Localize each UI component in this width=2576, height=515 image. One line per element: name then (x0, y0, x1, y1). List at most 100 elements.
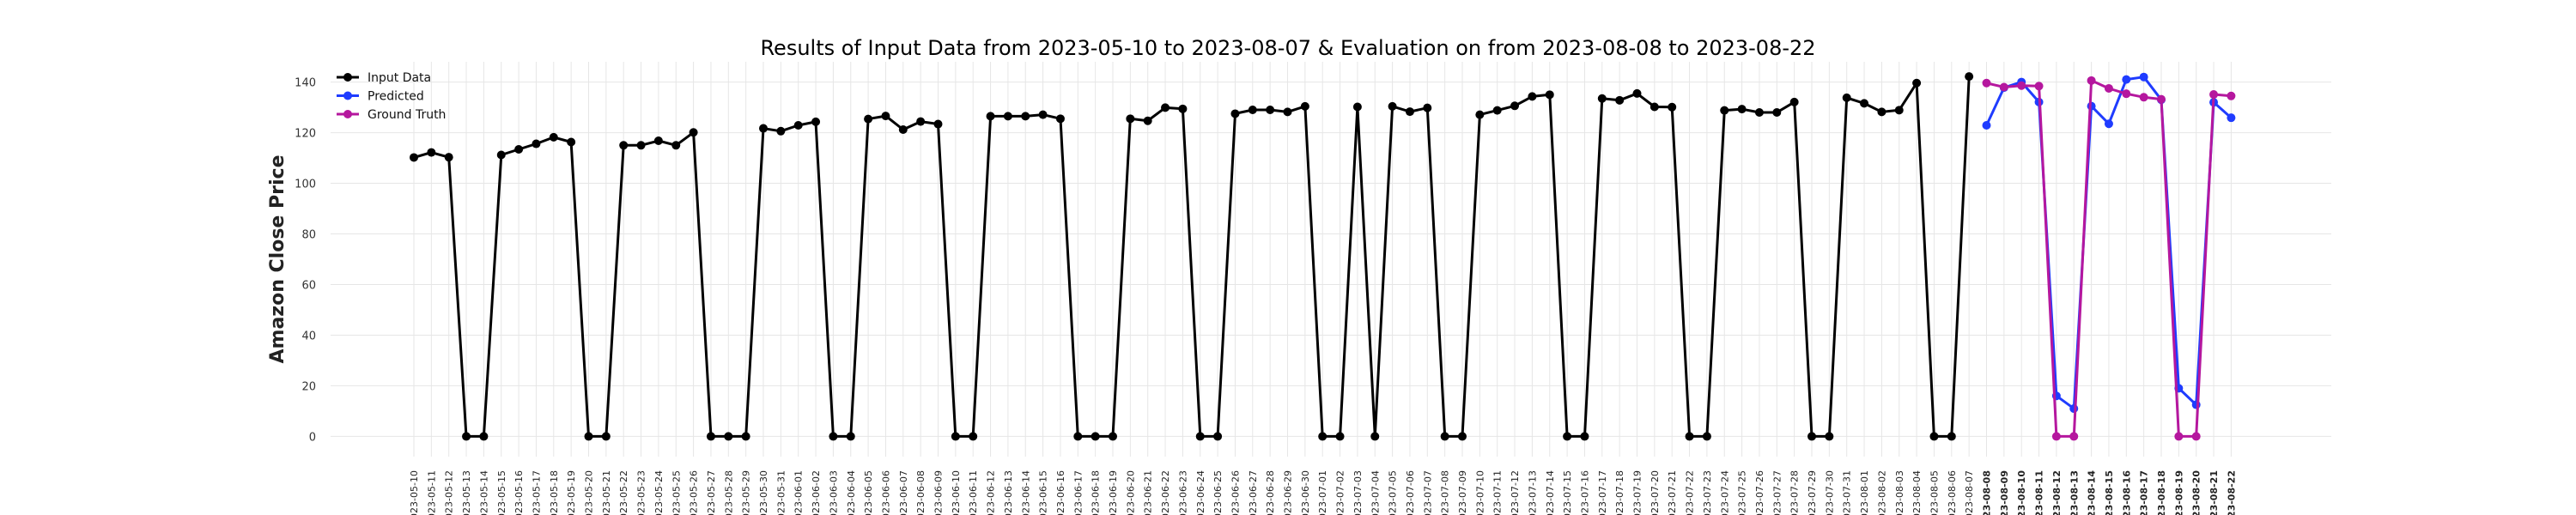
x-tick-label: 2023-06-06 (880, 470, 891, 515)
data-point (1999, 82, 2008, 92)
x-tick-label: 2023-06-01 (793, 470, 805, 515)
data-point (1073, 432, 1083, 441)
x-tick-label: 2023-07-26 (1754, 470, 1765, 515)
data-point (829, 432, 838, 441)
y-tick-label: 0 (309, 431, 316, 444)
x-tick-label: 2023-05-31 (775, 470, 787, 515)
data-point (1266, 106, 1275, 115)
x-tick-label: 2023-07-04 (1370, 470, 1381, 515)
data-point (1894, 106, 1904, 115)
x-tick-label: 2023-06-24 (1195, 470, 1206, 515)
x-tick-label: 2023-06-02 (811, 470, 822, 515)
x-tick-label: 2023-06-18 (1091, 470, 1102, 515)
x-tick-label: 2023-06-17 (1072, 470, 1084, 515)
x-tick-label: 2023-06-03 (828, 470, 839, 515)
x-tick-label: 2023-06-12 (986, 470, 997, 515)
data-point (1668, 102, 1677, 112)
data-point (532, 139, 541, 148)
x-tick-label: 2023-06-22 (1160, 470, 1171, 515)
y-tick-label: 20 (301, 380, 316, 393)
x-tick-label: 2023-07-20 (1649, 470, 1661, 515)
data-point (881, 112, 890, 121)
data-point (1109, 432, 1117, 441)
x-tick-label: 2023-07-05 (1388, 470, 1399, 515)
x-tick-label: 2023-06-16 (1055, 470, 1066, 515)
legend-label: Input Data (368, 71, 431, 85)
data-point (1021, 112, 1030, 121)
x-tick-label: 2023-08-09 (1999, 470, 2010, 515)
x-tick-label: 2023-06-07 (898, 470, 909, 515)
data-point (1091, 432, 1100, 441)
data-point (1143, 116, 1152, 125)
x-tick-label: 2023-07-13 (1527, 470, 1538, 515)
data-point (619, 141, 629, 150)
x-tick-label: 2023-07-29 (1807, 470, 1818, 515)
series-ground-truth (1982, 76, 2236, 441)
data-point (1807, 432, 1816, 441)
data-point (1545, 90, 1554, 100)
x-tick-label: 2023-07-03 (1352, 470, 1364, 515)
x-tick-label: 2023-06-21 (1143, 470, 1154, 515)
data-point (916, 117, 926, 126)
data-point (1492, 106, 1502, 115)
x-tick-label: 2023-06-25 (1212, 470, 1224, 515)
x-tick-label: 2023-07-30 (1824, 470, 1835, 515)
data-point (1370, 432, 1380, 441)
x-tick-label: 2023-06-08 (915, 470, 927, 515)
data-point (1195, 432, 1205, 441)
x-tick-label: 2023-07-18 (1614, 470, 1625, 515)
x-tick-label: 2023-05-16 (513, 470, 525, 515)
x-tick-label: 2023-05-27 (706, 470, 717, 515)
x-tick-label: 2023-06-13 (1003, 470, 1014, 515)
data-point (1510, 101, 1520, 111)
x-tick-label: 2023-08-14 (2087, 470, 2098, 515)
legend-item: Input Data (337, 71, 431, 85)
data-point (741, 432, 750, 441)
data-point (951, 432, 960, 441)
series-input-data (410, 72, 1974, 441)
series-layer (410, 72, 2236, 441)
data-point (724, 432, 733, 441)
x-tick-label: 2023-08-11 (2034, 470, 2045, 515)
x-tick-label: 2023-05-10 (409, 470, 420, 515)
x-axis-ticks: 2023-05-10 2023-05-11 2023-05-12 2023-05-13… (409, 470, 2237, 515)
y-tick-label: 80 (301, 229, 316, 242)
x-tick-label: 2023-07-06 (1405, 470, 1416, 515)
data-point (1789, 97, 1799, 106)
x-tick-label: 2023-07-23 (1702, 470, 1713, 515)
y-tick-label: 100 (295, 179, 316, 191)
data-point (1318, 432, 1327, 441)
x-tick-label: 2023-07-21 (1667, 470, 1678, 515)
x-tick-label: 2023-08-12 (2051, 470, 2063, 515)
data-point (1352, 102, 1362, 112)
data-point (567, 137, 576, 147)
data-point (2174, 432, 2184, 441)
y-axis-label: Amazon Close Price (267, 155, 289, 364)
data-point (2051, 432, 2061, 441)
x-tick-label: 2023-07-28 (1789, 470, 1801, 515)
x-tick-label: 2023-07-16 (1579, 470, 1590, 515)
x-tick-label: 2023-08-10 (2016, 470, 2027, 515)
x-tick-label: 2023-05-30 (758, 470, 769, 515)
grid (331, 62, 2331, 457)
data-point (2139, 93, 2148, 102)
data-point (776, 126, 786, 136)
data-point (1842, 93, 1851, 102)
x-tick-label: 2023-06-23 (1177, 470, 1188, 515)
legend-marker (343, 110, 352, 118)
data-point (1563, 432, 1572, 441)
x-tick-label: 2023-07-31 (1842, 470, 1853, 515)
x-tick-label: 2023-07-08 (1440, 470, 1451, 515)
data-point (1737, 105, 1747, 114)
x-tick-label: 2023-07-09 (1457, 470, 1468, 515)
data-point (2104, 83, 2113, 93)
x-tick-label: 2023-05-21 (601, 470, 612, 515)
data-point (2122, 89, 2131, 99)
x-tick-label: 2023-07-02 (1335, 470, 1346, 515)
x-tick-label: 2023-05-13 (461, 470, 472, 515)
y-tick-label: 40 (301, 330, 316, 342)
legend-item: Predicted (337, 90, 424, 104)
x-tick-label: 2023-08-18 (2156, 470, 2167, 515)
legend-marker (343, 73, 352, 82)
data-point (2017, 81, 2026, 90)
